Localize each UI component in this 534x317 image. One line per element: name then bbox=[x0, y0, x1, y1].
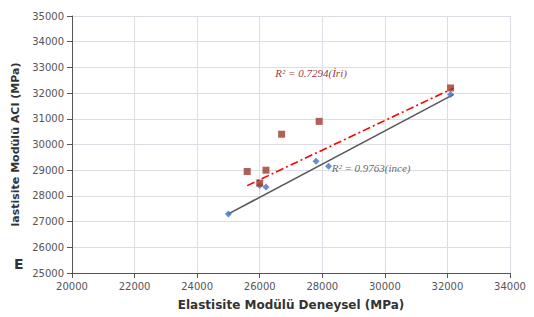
svg-text:lastisite Modülü ACI (MPa): lastisite Modülü ACI (MPa) bbox=[9, 63, 22, 227]
svg-text:35000: 35000 bbox=[32, 11, 64, 22]
svg-text:27000: 27000 bbox=[32, 216, 64, 227]
svg-text:22000: 22000 bbox=[119, 281, 151, 292]
svg-text:E: E bbox=[14, 256, 24, 272]
svg-text:24000: 24000 bbox=[181, 281, 213, 292]
svg-text:33000: 33000 bbox=[32, 62, 64, 73]
svg-text:26000: 26000 bbox=[244, 281, 276, 292]
svg-text:32000: 32000 bbox=[32, 88, 64, 99]
svg-text:30000: 30000 bbox=[32, 139, 64, 150]
svg-text:28000: 28000 bbox=[306, 281, 338, 292]
svg-text:34000: 34000 bbox=[494, 281, 526, 292]
svg-text:26000: 26000 bbox=[32, 242, 64, 253]
svg-text:R² = 0.9763(ince): R² = 0.9763(ince) bbox=[331, 162, 411, 175]
svg-text:34000: 34000 bbox=[32, 36, 64, 47]
svg-text:Elastisite Modülü Deneysel (MP: Elastisite Modülü Deneysel (MPa) bbox=[178, 298, 405, 312]
svg-text:25000: 25000 bbox=[32, 268, 64, 279]
svg-text:31000: 31000 bbox=[32, 113, 64, 124]
svg-text:R² = 0.7294(İri): R² = 0.7294(İri) bbox=[274, 67, 347, 80]
svg-text:20000: 20000 bbox=[56, 281, 88, 292]
svg-text:28000: 28000 bbox=[32, 190, 64, 201]
svg-text:29000: 29000 bbox=[32, 165, 64, 176]
svg-text:32000: 32000 bbox=[432, 281, 464, 292]
svg-text:30000: 30000 bbox=[369, 281, 401, 292]
